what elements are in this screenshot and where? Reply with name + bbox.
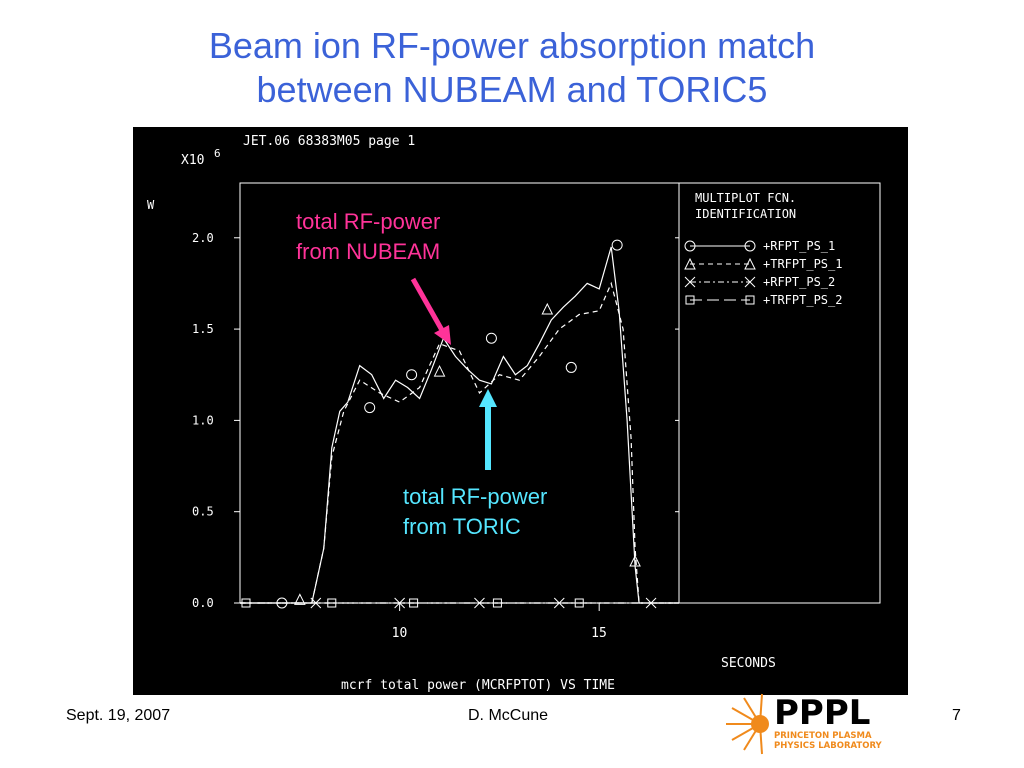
legend-marker-1 <box>684 240 696 252</box>
x-tick-label: 15 <box>591 626 607 641</box>
toric-annotation-line2: from TORIC <box>403 514 521 539</box>
y-multiplier-exponent: 6 <box>214 147 221 160</box>
series-layer <box>240 246 679 604</box>
sun-core-icon <box>751 715 769 733</box>
y-tick-label: 1.5 <box>192 322 214 336</box>
y-tick-label: 2.0 <box>192 231 214 245</box>
legend-label-4: +TRFPT_PS_2 <box>763 293 842 307</box>
y-tick-label: 0.0 <box>192 596 214 610</box>
series-1-marker <box>565 361 577 373</box>
series-2-marker <box>433 364 446 377</box>
y-tick-label: 1.0 <box>192 413 214 427</box>
series-1-marker <box>611 239 623 251</box>
series-2-marker <box>541 302 554 315</box>
nubeam-arrowhead <box>434 325 451 345</box>
toric-arrowhead <box>479 389 497 407</box>
x-tick-label: 10 <box>392 626 408 641</box>
slide-title: Beam ion RF-power absorption match betwe… <box>0 24 1024 112</box>
series-1-marker <box>364 402 376 414</box>
legend-marker-3 <box>744 276 756 288</box>
series-4-marker <box>492 598 502 608</box>
toric-annotation-line1: total RF-power <box>403 484 547 509</box>
series-4-marker <box>409 598 419 608</box>
series-4-marker <box>241 598 251 608</box>
marker-layer <box>241 239 657 609</box>
series-1-marker <box>276 597 288 609</box>
legend-marker-3 <box>684 276 696 288</box>
legend-marker-4 <box>685 295 695 305</box>
series-line-2 <box>240 281 679 604</box>
axis-ticks: 0.0 0.5 1.0 1.5 2.0 10 15 <box>192 231 679 641</box>
logo-subtext-2: PHYSICS LABORATORY <box>774 741 883 751</box>
plot-panel: JET.06 68383M05 page 1 X10 6 W SECONDS m… <box>133 127 908 695</box>
series-4-marker <box>327 598 337 608</box>
legend-title-1: MULTIPLOT FCN. <box>695 191 796 205</box>
series-2-marker <box>629 554 641 567</box>
series-line-1 <box>240 246 679 604</box>
page-number: 7 <box>952 707 961 724</box>
legend-label-2: +TRFPT_PS_1 <box>763 257 842 271</box>
series-3-marker <box>474 597 485 609</box>
chart-header: JET.06 68383M05 page 1 <box>243 134 415 149</box>
legend-marker-4 <box>745 295 755 305</box>
logo-subtext-1: PRINCETON PLASMA <box>774 731 872 741</box>
x-axis-label: SECONDS <box>721 656 776 671</box>
legend-frame <box>678 182 881 604</box>
legend-marker-2 <box>684 257 696 270</box>
series-1-marker <box>406 369 418 381</box>
legend-marker-1 <box>744 240 756 252</box>
series-1-marker <box>485 332 497 344</box>
series-3-marker <box>553 597 565 609</box>
series-4-marker <box>574 598 584 608</box>
chart-caption: mcrf total power (MCRFPTOT) VS TIME <box>341 678 615 693</box>
series-3-marker <box>645 597 657 609</box>
pppl-logo-graphic: PPPL PRINCETON PLASMA PHYSICS LABORATORY <box>726 693 883 755</box>
y-tick-label: 0.5 <box>192 505 214 519</box>
legend-label-1: +RFPT_PS_1 <box>763 239 835 253</box>
legend-label-3: +RFPT_PS_2 <box>763 275 835 289</box>
pppl-logo: PPPL PRINCETON PLASMA PHYSICS LABORATORY <box>722 690 892 760</box>
series-3-marker <box>394 597 405 609</box>
series-3-marker <box>310 597 322 609</box>
chart-svg: JET.06 68383M05 page 1 X10 6 W SECONDS m… <box>147 134 881 693</box>
nubeam-annotation-line1: total RF-power <box>296 209 440 234</box>
logo-text: PPPL <box>774 693 870 733</box>
nubeam-annotation-line2: from NUBEAM <box>296 239 440 264</box>
slide-title-line2: between NUBEAM and TORIC5 <box>256 69 768 110</box>
y-multiplier: X10 <box>181 153 204 168</box>
slide-title-line1: Beam ion RF-power absorption match <box>208 25 816 66</box>
footer-date: Sept. 19, 2007 <box>66 707 171 724</box>
footer-author: D. McCune <box>468 707 549 724</box>
series-2-marker <box>294 593 306 605</box>
legend-title-2: IDENTIFICATION <box>695 207 796 221</box>
legend-entries: +RFPT_PS_1 +TRFPT_PS_1 +RFPT_PS_2 +TRFPT_PS… <box>684 239 842 307</box>
y-axis-label: W <box>147 198 155 212</box>
nubeam-arrow <box>410 277 446 334</box>
legend-marker-2 <box>744 257 756 270</box>
